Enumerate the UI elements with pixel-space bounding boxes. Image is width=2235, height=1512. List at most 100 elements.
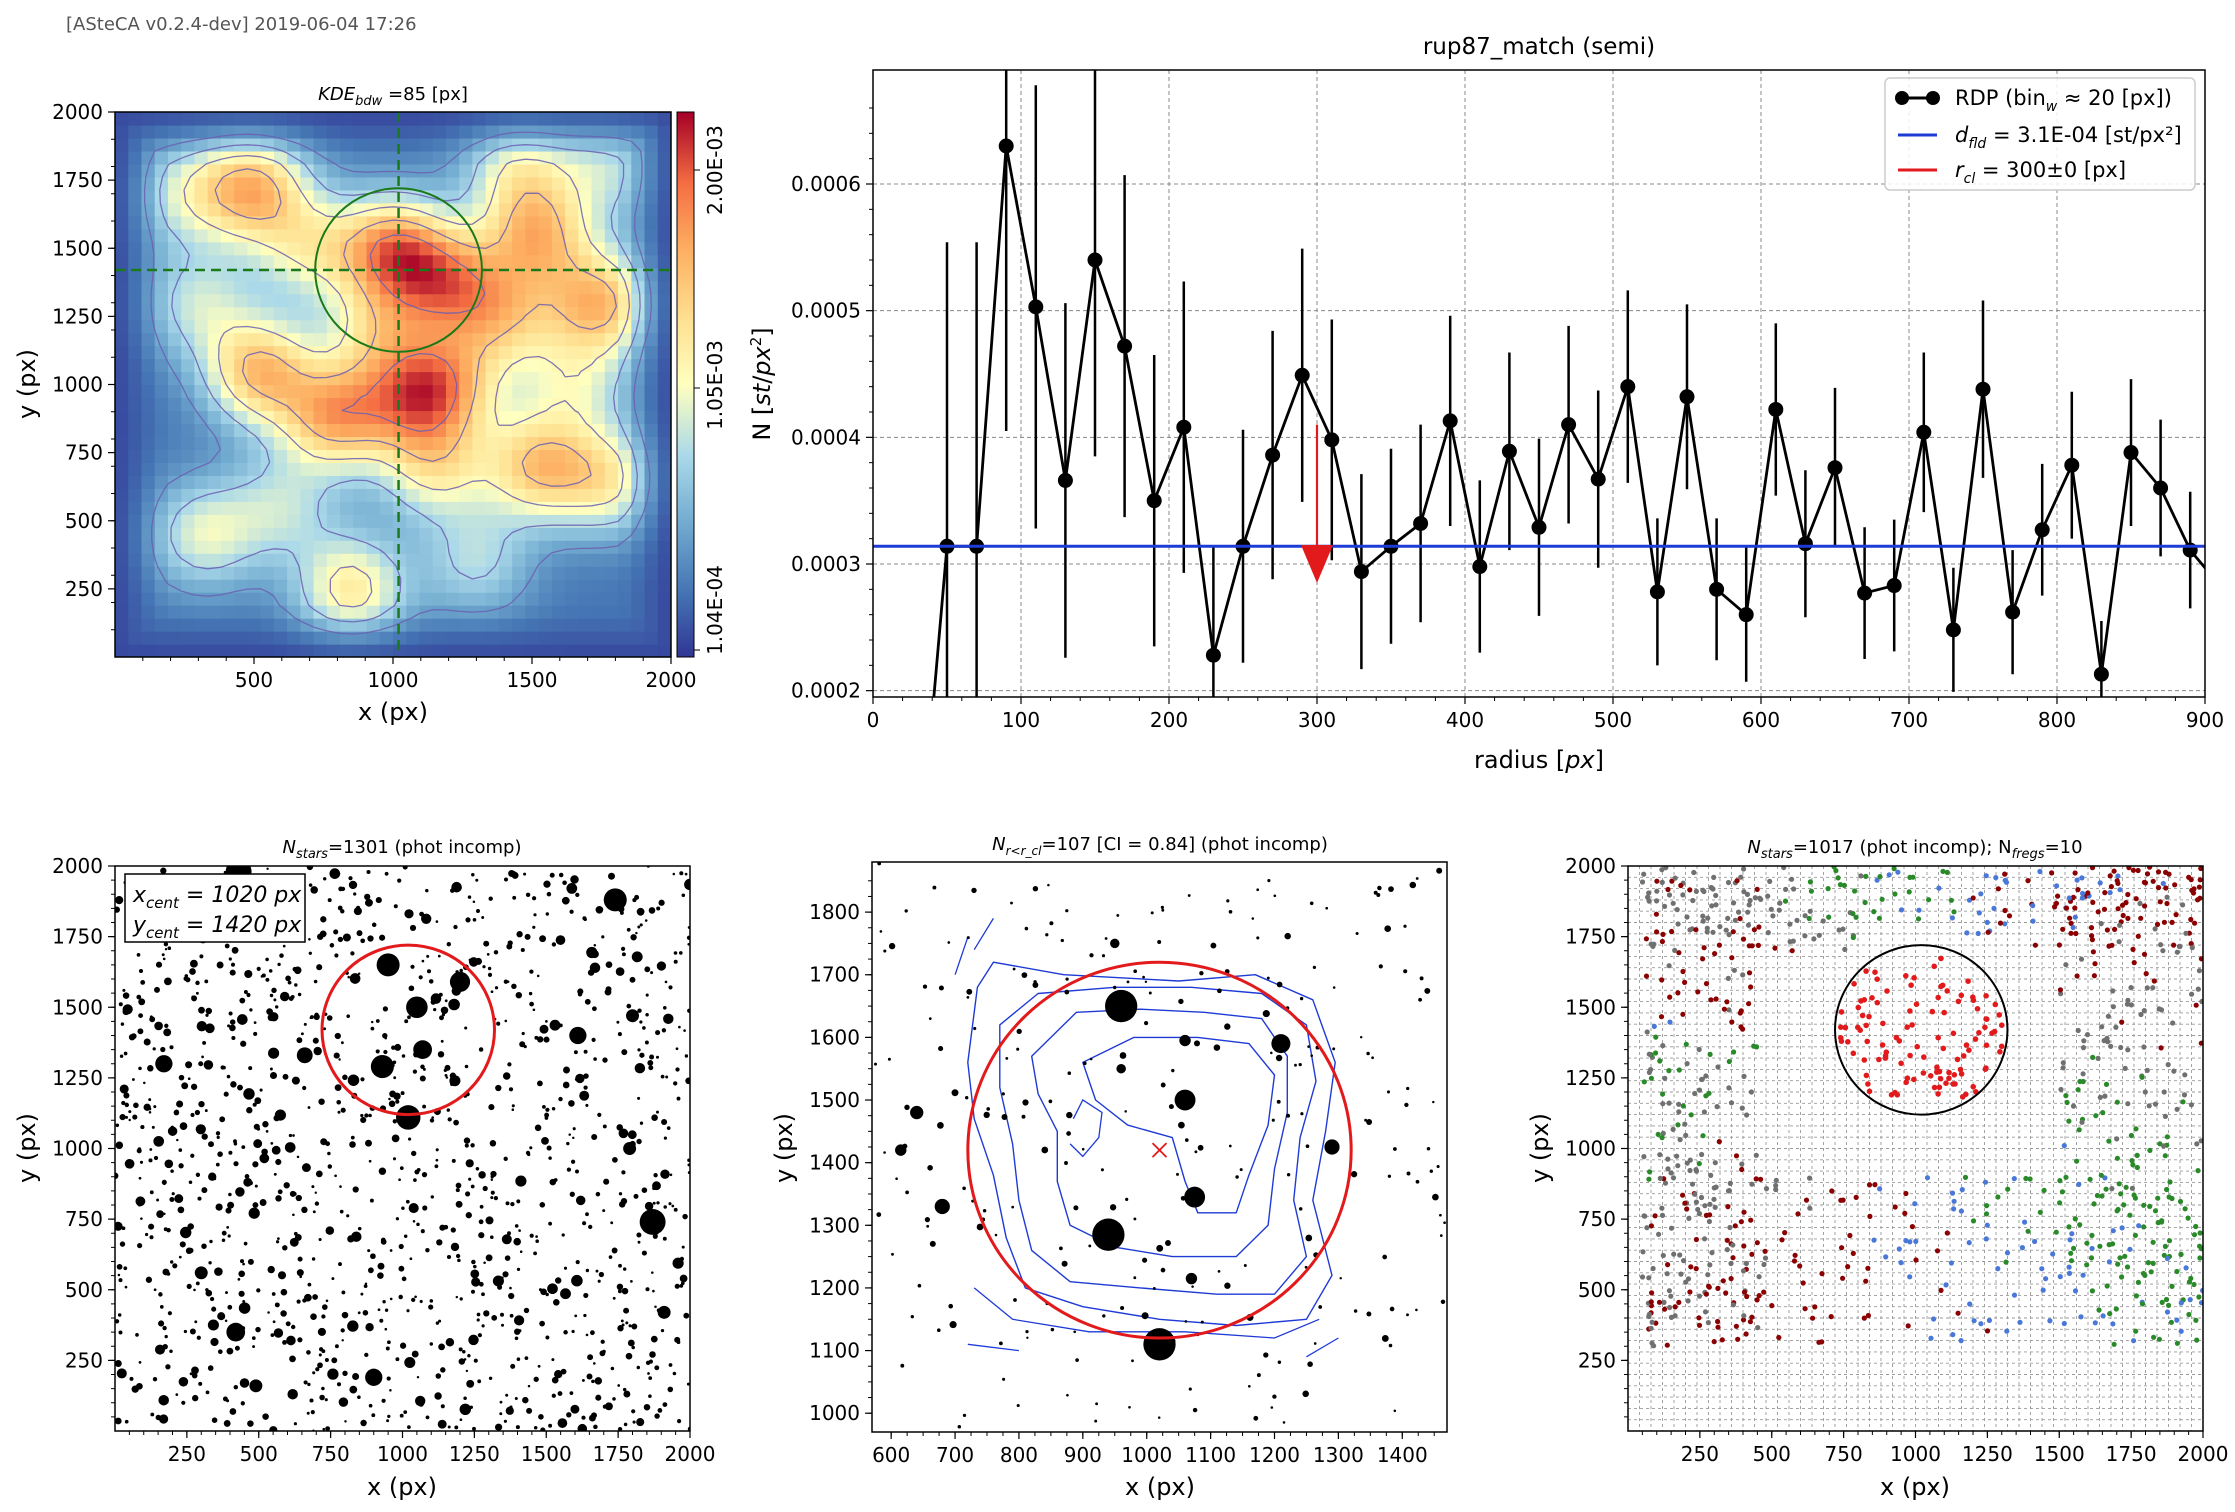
kde-cell [313, 384, 328, 399]
kde-cell [604, 605, 619, 619]
kde-cell [512, 176, 526, 191]
field-region-star [1913, 1238, 1919, 1244]
zoom-ytick-label: 1800 [809, 900, 860, 924]
field-star [505, 1393, 509, 1397]
kde-cell [207, 488, 222, 502]
field-star [204, 1023, 215, 1034]
field-star [673, 959, 678, 964]
kde-cell [366, 397, 381, 412]
kde-cell [406, 527, 421, 541]
kde-ytick-label: 750 [65, 441, 103, 465]
field-region-star [2147, 1203, 2153, 1209]
kde-cell [247, 462, 262, 476]
kde-cell [644, 112, 659, 126]
field-region-star [1761, 1261, 1767, 1268]
field-region-star [1748, 1089, 1754, 1095]
kde-cell [340, 579, 354, 593]
field-star [575, 1260, 580, 1265]
field-region-star [1865, 1312, 1871, 1319]
field-region-star [1995, 886, 2001, 892]
rdp-point [1561, 417, 1577, 433]
kde-cell [181, 319, 196, 334]
cluster-region-star [1866, 1013, 1872, 1020]
field-star [554, 1370, 563, 1379]
kde-cell [472, 124, 487, 139]
field-region-star [2055, 893, 2061, 899]
kde-cell [538, 124, 553, 139]
field-region-star [1850, 934, 1856, 941]
field-star [327, 1368, 339, 1380]
field-region-star [1721, 1006, 1727, 1012]
zoom-star [1001, 1113, 1008, 1121]
field-star [267, 1013, 275, 1022]
kde-cell [247, 112, 262, 126]
kde-cell [234, 228, 248, 243]
zoom-star [1366, 1311, 1372, 1317]
zoom-star [994, 1233, 998, 1237]
field-star [627, 1339, 635, 1347]
kde-cell [578, 527, 593, 541]
kde-cell [618, 566, 632, 580]
field-star [163, 1028, 172, 1037]
field-region-star [2116, 939, 2122, 945]
full-ytick-label: 1000 [52, 1137, 103, 1161]
field-region-star [2032, 1238, 2038, 1245]
kde-cell [220, 112, 235, 126]
field-star [347, 1320, 359, 1332]
field-region-star [1726, 1007, 1732, 1013]
kde-cell [591, 189, 606, 204]
field-region-star [2061, 1143, 2067, 1149]
field-region-star [2072, 870, 2078, 876]
field-region-star [1656, 1231, 1662, 1237]
field-region-star [2090, 899, 2096, 906]
field-star [124, 1285, 128, 1289]
kde-cell [657, 605, 671, 619]
kde-cell [340, 553, 354, 567]
kde-cell [207, 410, 222, 425]
field-star [416, 1375, 420, 1379]
field-region-star [2143, 971, 2149, 977]
field-star [233, 1161, 239, 1167]
kde-cell [273, 462, 288, 476]
kde-cell [393, 501, 407, 515]
field-star [545, 1020, 548, 1023]
field-star [347, 975, 350, 979]
kde-cell [313, 566, 328, 580]
zoom-star [1119, 1052, 1127, 1059]
field-region-star [2085, 890, 2091, 896]
field-region-star [2133, 1328, 2139, 1334]
kde-cell [565, 280, 579, 295]
zoom-star [877, 862, 882, 866]
kde-cell [260, 618, 275, 632]
field-region-star [1667, 1304, 1673, 1311]
zoom-star [1273, 894, 1277, 898]
kde-cell [247, 475, 262, 489]
field-region-star [1711, 874, 1717, 881]
field-star [115, 895, 124, 905]
kde-cell [353, 501, 368, 515]
zoom-star [1102, 1314, 1106, 1318]
fregions-panel: 250 500 750 1000 1250 1500 1750 200025050075010… [1526, 837, 2228, 1501]
kde-cell [353, 644, 368, 657]
field-region-star [1951, 1206, 1957, 1212]
rdp-point [1501, 443, 1517, 459]
kde-cell [207, 202, 222, 217]
kde-xtick-label: 1000 [368, 668, 419, 692]
field-region-star [1683, 1041, 1689, 1047]
field-region-star [1909, 1224, 1915, 1230]
field-star [137, 1203, 142, 1207]
field-region-star [2162, 1243, 2168, 1249]
kde-cell [379, 137, 394, 152]
zoom-star [1168, 1104, 1174, 1110]
field-region-star [2054, 883, 2060, 889]
kde-cell [591, 254, 606, 269]
field-region-star [2089, 1288, 2095, 1294]
field-star [621, 1287, 629, 1295]
field-star [475, 1167, 480, 1171]
field-region-star [2178, 1328, 2184, 1334]
field-star [422, 1205, 428, 1211]
zoom-star [1142, 975, 1145, 979]
field-star [533, 1251, 538, 1256]
field-star [312, 1294, 318, 1300]
kde-cell [167, 124, 182, 139]
